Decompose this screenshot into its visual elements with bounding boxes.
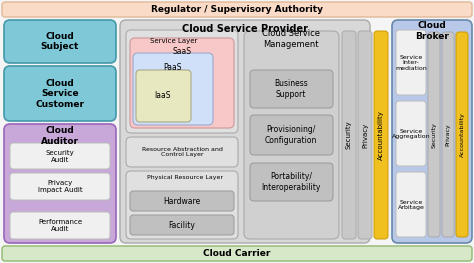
Text: Service Layer: Service Layer [150, 38, 197, 44]
Text: Facility: Facility [169, 220, 195, 230]
Text: Privacy: Privacy [362, 122, 368, 148]
FancyBboxPatch shape [2, 2, 472, 17]
Text: Cloud Service
Management: Cloud Service Management [262, 29, 320, 49]
FancyBboxPatch shape [250, 70, 333, 108]
Text: Resource Abstraction and
Control Layer: Resource Abstraction and Control Layer [142, 146, 222, 157]
Text: Performance
Audit: Performance Audit [38, 219, 82, 232]
Text: IaaS: IaaS [155, 92, 171, 100]
Text: Accountability: Accountability [459, 113, 465, 158]
FancyBboxPatch shape [456, 32, 468, 237]
FancyBboxPatch shape [358, 31, 372, 239]
FancyBboxPatch shape [126, 171, 238, 239]
Text: Service
Arbitage: Service Arbitage [398, 200, 424, 210]
Text: Security
Audit: Security Audit [46, 149, 74, 163]
FancyBboxPatch shape [250, 163, 333, 201]
FancyBboxPatch shape [428, 32, 440, 237]
Text: PaaS: PaaS [164, 63, 182, 72]
Text: Cloud
Auditor: Cloud Auditor [41, 126, 79, 146]
FancyBboxPatch shape [130, 38, 234, 128]
FancyBboxPatch shape [442, 32, 454, 237]
FancyBboxPatch shape [4, 20, 116, 63]
Text: Cloud
Subject: Cloud Subject [41, 32, 79, 51]
FancyBboxPatch shape [10, 143, 110, 169]
FancyBboxPatch shape [130, 191, 234, 211]
Text: Cloud Service Provider: Cloud Service Provider [182, 24, 308, 34]
FancyBboxPatch shape [4, 124, 116, 243]
Text: Business
Support: Business Support [274, 79, 308, 99]
Text: Hardware: Hardware [164, 196, 201, 205]
FancyBboxPatch shape [250, 115, 333, 155]
Text: Service
Aggregation: Service Aggregation [392, 129, 430, 139]
Text: Service
Inter-
mediation: Service Inter- mediation [395, 55, 427, 71]
FancyBboxPatch shape [244, 31, 339, 239]
FancyBboxPatch shape [126, 137, 238, 167]
FancyBboxPatch shape [10, 212, 110, 239]
Text: Provisioning/
Configuration: Provisioning/ Configuration [265, 125, 317, 145]
FancyBboxPatch shape [10, 173, 110, 200]
FancyBboxPatch shape [396, 101, 426, 166]
Text: Cloud
Service
Customer: Cloud Service Customer [36, 79, 84, 109]
FancyBboxPatch shape [396, 30, 426, 95]
FancyBboxPatch shape [396, 172, 426, 237]
FancyBboxPatch shape [392, 20, 472, 243]
FancyBboxPatch shape [130, 215, 234, 235]
Text: Security: Security [346, 121, 352, 149]
Text: SaaS: SaaS [173, 48, 191, 57]
Text: Portability/
Interoperability: Portability/ Interoperability [261, 172, 321, 192]
Text: Physical Resource Layer: Physical Resource Layer [147, 175, 223, 180]
Text: Cloud Carrier: Cloud Carrier [203, 249, 271, 258]
Text: Privacy
Impact Audit: Privacy Impact Audit [38, 180, 82, 193]
Text: Privacy: Privacy [446, 124, 450, 146]
FancyBboxPatch shape [4, 66, 116, 121]
Text: Regulator / Supervisory Authority: Regulator / Supervisory Authority [151, 5, 323, 14]
FancyBboxPatch shape [2, 246, 472, 261]
FancyBboxPatch shape [133, 53, 213, 125]
FancyBboxPatch shape [126, 30, 238, 133]
FancyBboxPatch shape [374, 31, 388, 239]
FancyBboxPatch shape [342, 31, 356, 239]
FancyBboxPatch shape [136, 70, 191, 122]
Text: Cloud
Broker: Cloud Broker [415, 21, 449, 41]
FancyBboxPatch shape [120, 20, 370, 243]
Text: Accountability: Accountability [378, 110, 384, 160]
Text: Security: Security [431, 122, 437, 148]
